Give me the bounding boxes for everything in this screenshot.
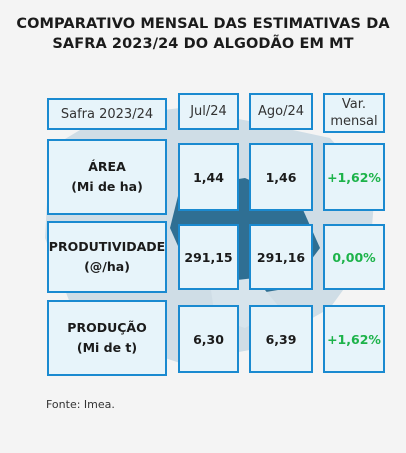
row-produtividade-jul: 291,15 (178, 224, 239, 290)
page-title: COMPARATIVO MENSAL DAS ESTIMATIVAS DA SA… (16, 16, 390, 52)
header-var: Var. mensal (323, 93, 385, 133)
row-area-label: ÁREA (Mi de ha) (47, 139, 167, 215)
row-producao-label-text: PRODUÇÃO (Mi de t) (67, 320, 147, 355)
row-producao-var: +1,62% (323, 305, 385, 373)
row-produtividade-ago-value: 291,16 (256, 249, 306, 265)
row-area-jul: 1,44 (178, 143, 239, 211)
row-produtividade-var-value: 0,00% (332, 249, 376, 265)
header-ago-label: Ago/24 (257, 104, 305, 119)
row-area-var: +1,62% (323, 143, 385, 211)
header-jul-label: Jul/24 (190, 104, 227, 119)
header-jul: Jul/24 (178, 93, 239, 130)
row-produtividade-label: PRODUTIVIDADE (@/ha) (47, 221, 167, 293)
row-produtividade-var: 0,00% (323, 224, 385, 290)
row-area-ago: 1,46 (249, 143, 313, 211)
row-producao-ago: 6,39 (249, 305, 313, 373)
row-area-ago-value: 1,46 (265, 169, 297, 185)
row-produtividade-label-text: PRODUTIVIDADE (@/ha) (48, 239, 166, 274)
row-area-label-text: ÁREA (Mi de ha) (71, 159, 143, 194)
row-producao-ago-value: 6,39 (265, 331, 297, 347)
row-produtividade-ago: 291,16 (249, 224, 313, 290)
row-producao-var-value: +1,62% (327, 331, 381, 347)
header-safra: Safra 2023/24 (47, 98, 167, 130)
row-producao-jul-value: 6,30 (193, 331, 224, 347)
header-var-label: Var. mensal (330, 97, 378, 129)
row-producao-label: PRODUÇÃO (Mi de t) (47, 300, 167, 376)
source-note: Fonte: Imea. (46, 398, 115, 411)
row-producao-jul: 6,30 (178, 305, 239, 373)
row-produtividade-jul-value: 291,15 (184, 249, 233, 265)
header-safra-label: Safra 2023/24 (60, 106, 154, 122)
row-area-var-value: +1,62% (327, 169, 381, 185)
header-ago: Ago/24 (249, 93, 313, 130)
row-area-jul-value: 1,44 (193, 169, 224, 185)
